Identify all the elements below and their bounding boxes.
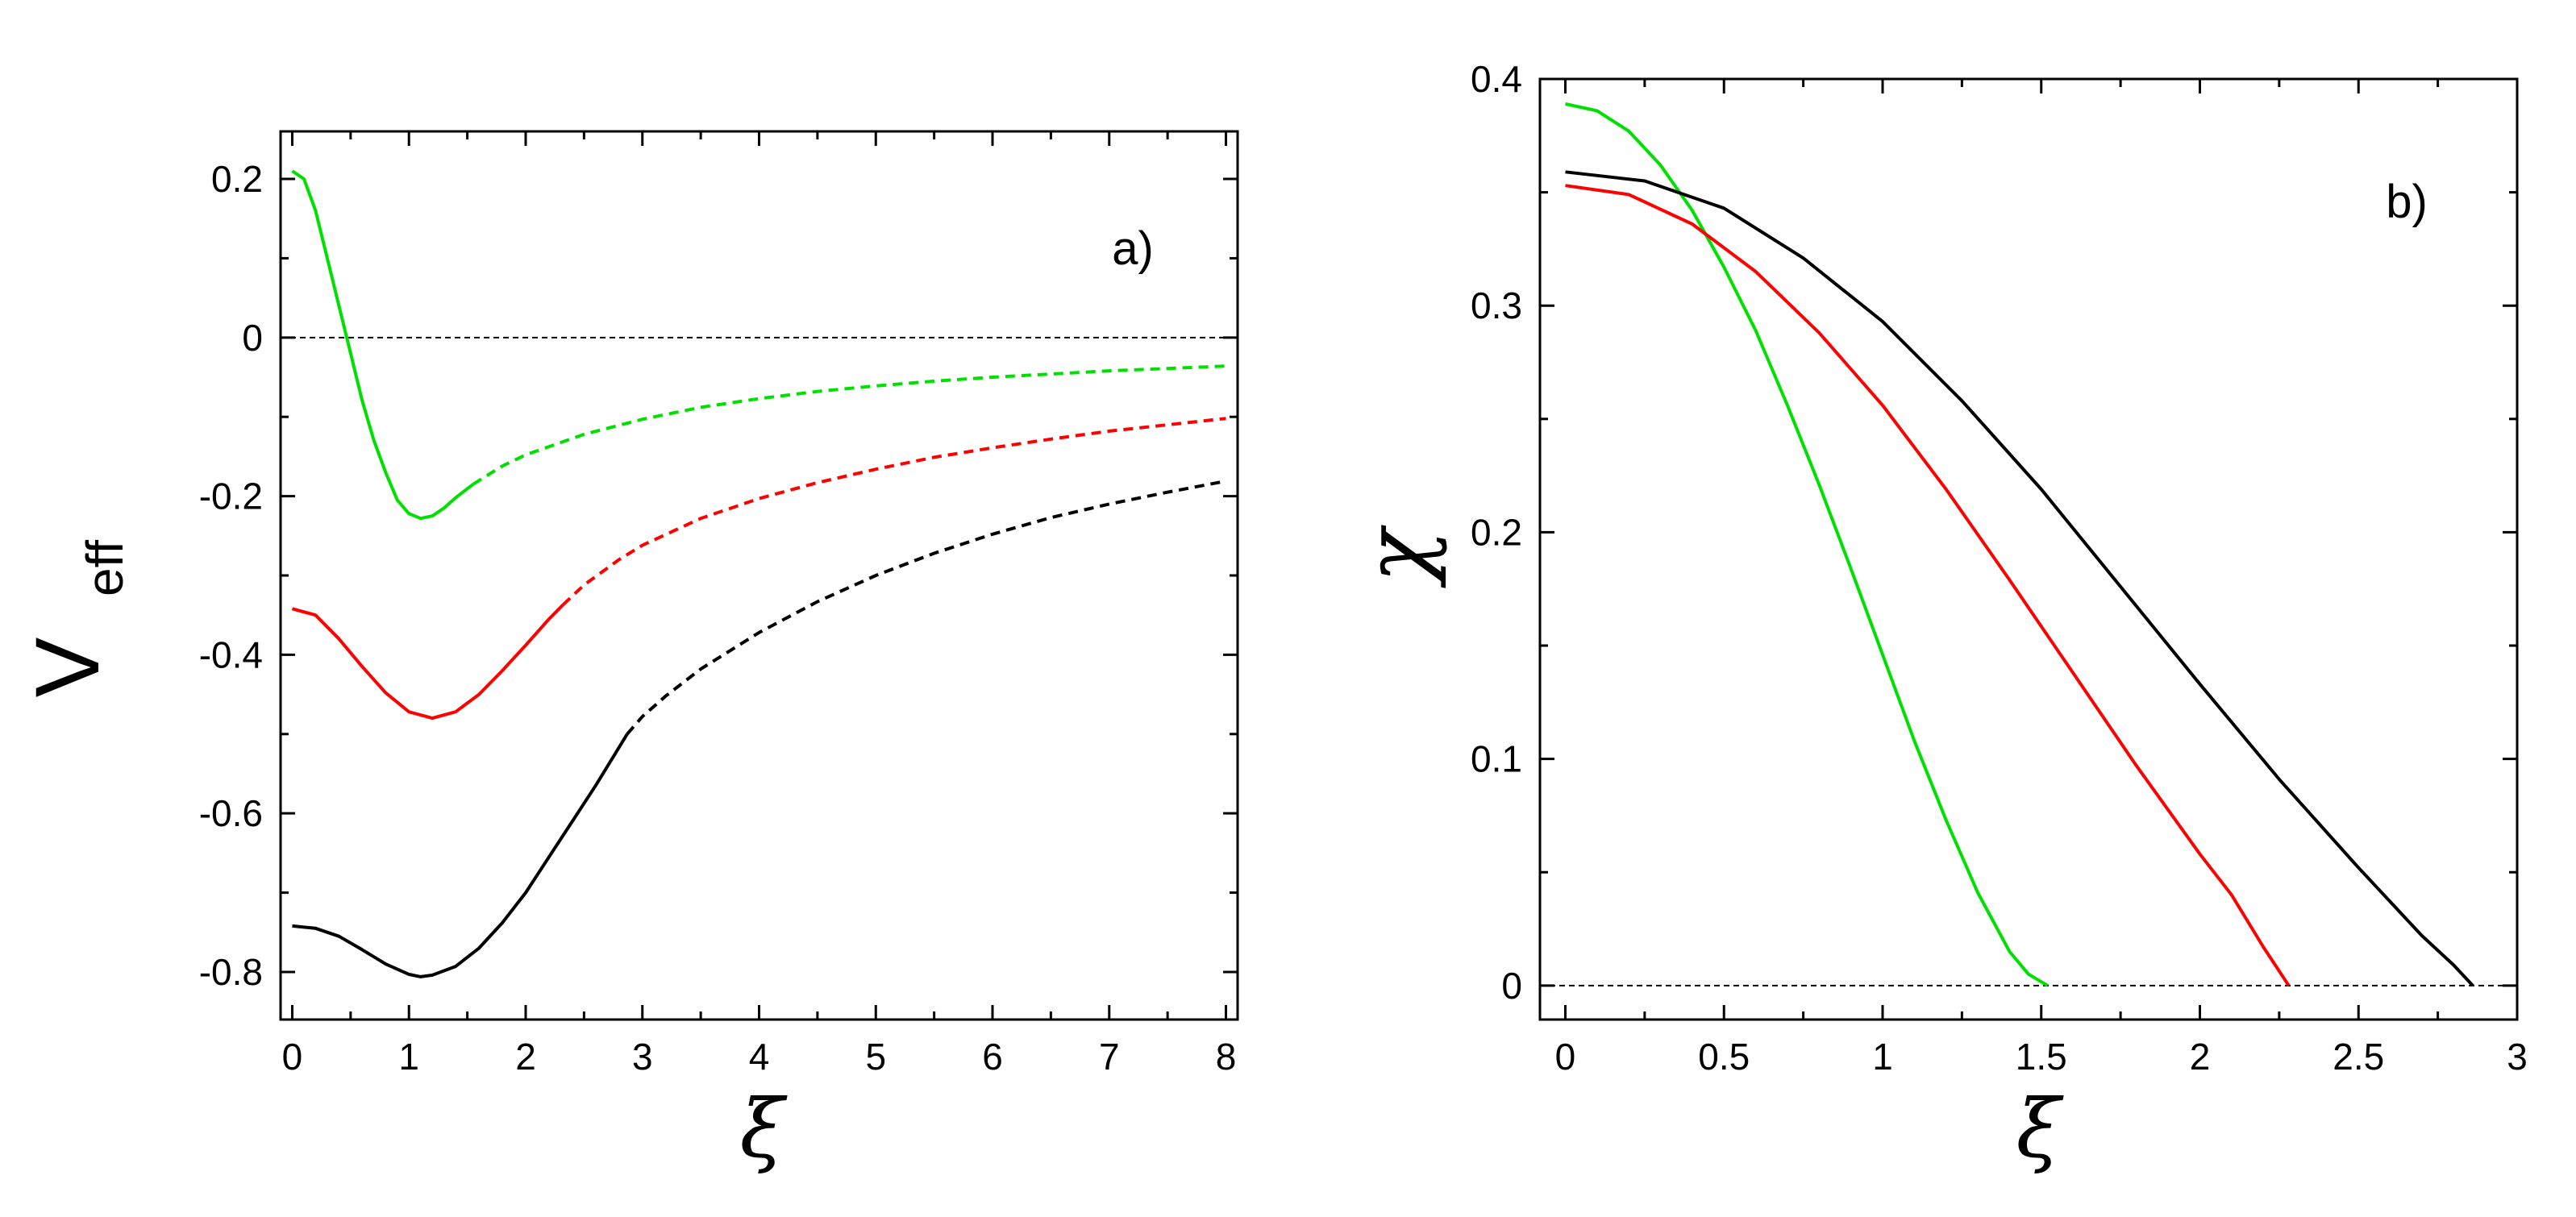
panel-a-series-green-solid [291, 169, 475, 521]
panel-a-series-black-solid [292, 733, 629, 978]
panel-b-x-tick-label: 0.5 [1698, 1036, 1750, 1078]
panel-a-series-red-solid [291, 603, 564, 721]
panel-a-x-tick-label: 8 [1216, 1036, 1237, 1078]
panel-a-x-tick-label: 7 [1099, 1036, 1120, 1078]
panel-a-y-axis-label-main: V [17, 637, 118, 697]
panel-a-y-tick-label: 0.2 [211, 158, 263, 200]
panel-b-series-red-solid [1565, 184, 2291, 986]
panel-a-y-axis-label: V eff [17, 540, 134, 698]
panel-a-y-tick-label: -0.4 [199, 633, 263, 675]
panel-b-x-axis-label: ξ [2016, 1082, 2064, 1176]
panel-b-y-axis-label: χ [1345, 524, 1448, 588]
panel-b-x-tick-label: 1 [1872, 1036, 1893, 1078]
panel-b-x-tick-label: 2 [2190, 1036, 2211, 1078]
panel-b-series-green-solid [1565, 102, 2049, 987]
panel-b-ticks: 0 0.5 1 1.5 2 2.5 3 0 0.1 0.2 0.3 0.4 [1471, 58, 2528, 1078]
panel-b-x-tick-label: 3 [2507, 1036, 2528, 1078]
panel-a-y-tick-label: -0.2 [199, 476, 263, 517]
panel-b-x-tick-label: 1.5 [2016, 1036, 2067, 1078]
panel-b-x-tick-label: 0 [1555, 1036, 1576, 1078]
panel-a-y-tick-label: -0.8 [199, 951, 263, 993]
panel-a-x-tick-label: 3 [632, 1036, 653, 1078]
panel-a-x-tick-label: 4 [749, 1036, 770, 1078]
panel-a-x-tick-label: 5 [865, 1036, 886, 1078]
panel-a-x-axis-label: ξ [739, 1082, 788, 1176]
panel-b-series-black-solid [1565, 170, 2474, 987]
panel-a-y-tick-label: 0 [242, 317, 263, 359]
panel-b-label: b) [2386, 176, 2428, 228]
panel-a-y-tick-label: -0.6 [199, 792, 263, 834]
panel-b-y-tick-label: 0.2 [1471, 511, 1522, 553]
panel-b-y-tick-label: 0.3 [1471, 285, 1522, 326]
panel-a-x-tick-label: 1 [398, 1036, 419, 1078]
panel-b-y-tick-label: 0.1 [1471, 738, 1522, 780]
panel-a-series-red-dashed [561, 417, 1226, 606]
panel-b-y-tick-label: 0.4 [1471, 58, 1522, 100]
panel-a-x-tick-label: 2 [515, 1036, 536, 1078]
panel-a-ticks: 0 1 2 3 4 5 6 7 8 0.2 0 -0.2 -0.4 -0.6 -0.8 [199, 131, 1238, 1078]
panel-a-x-tick-label: 0 [282, 1036, 303, 1078]
panel-a-y-axis-label-subscript: eff [76, 540, 134, 596]
panel-b-chart: 0 0.5 1 1.5 2 2.5 3 0 0.1 0.2 0.3 0.4 b) ξ χ [1345, 58, 2528, 1176]
panel-b-series [1565, 102, 2474, 987]
panel-a-chart: 0 1 2 3 4 5 6 7 8 0.2 0 -0.2 -0.4 -0.6 -0.8 a) ξ V eff [17, 130, 1239, 1176]
panel-a-series-green-dashed [472, 364, 1226, 486]
panel-b-x-tick-label: 2.5 [2333, 1036, 2384, 1078]
panel-a-series [291, 169, 1226, 978]
panel-b-y-tick-label: 0 [1501, 965, 1522, 1007]
panel-a-series-black-dashed [626, 479, 1226, 736]
panel-b-plot-frame [1538, 77, 2519, 1021]
panel-a-x-tick-label: 6 [982, 1036, 1003, 1078]
panel-a-label: a) [1112, 222, 1154, 275]
